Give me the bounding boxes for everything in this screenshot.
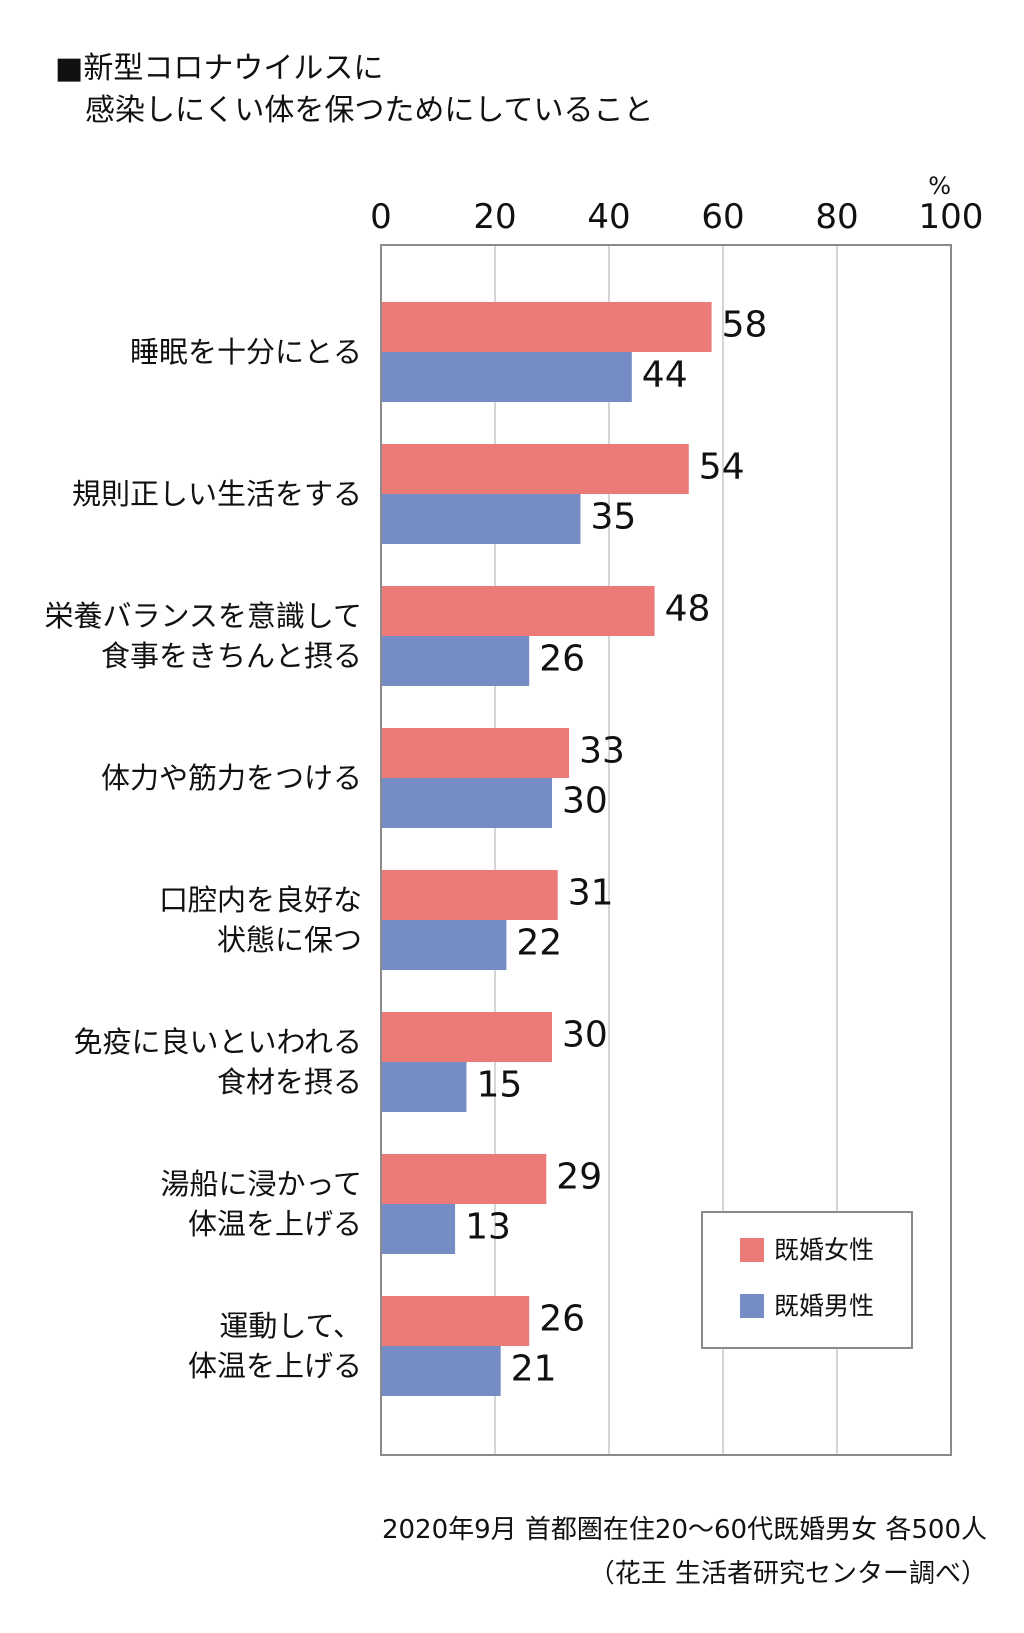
category-label-7-0: 運動して、 (219, 1309, 362, 1343)
data-label-women-2: 48 (665, 589, 711, 630)
bar-men-4 (381, 920, 507, 970)
legend-swatch-women (740, 1238, 764, 1262)
data-label-women-3: 33 (579, 731, 625, 772)
bar-men-1 (381, 494, 581, 544)
data-label-women-6: 29 (556, 1157, 602, 1198)
bar-women-6 (381, 1154, 547, 1204)
data-label-men-1: 35 (591, 497, 637, 538)
bar-women-0 (381, 302, 712, 352)
data-label-women-0: 58 (722, 305, 768, 346)
bar-women-2 (381, 586, 655, 636)
bar-women-3 (381, 728, 570, 778)
chart-footer: 2020年9月 首都圏在住20～60代既婚男女 各500人 （花王 生活者研究セ… (382, 1508, 987, 1596)
bar-women-7 (381, 1296, 530, 1346)
category-label-4-0: 口腔内を良好な (159, 883, 362, 917)
legend-label-women: 既婚女性 (774, 1236, 874, 1265)
category-label-2-1: 食事をきちんと摂る (101, 639, 362, 673)
data-label-women-1: 54 (699, 447, 745, 488)
bar-women-1 (381, 444, 689, 494)
legend-swatch-men (740, 1294, 764, 1318)
legend-label-men: 既婚男性 (774, 1292, 874, 1321)
chart-title: ■新型コロナウイルスに 感染しにくい体を保つためにしていること (55, 48, 654, 132)
footer-credit-line: （花王 生活者研究センター調べ） (588, 1559, 987, 1589)
category-label-0-0: 睡眠を十分にとる (130, 335, 362, 369)
bar-men-5 (381, 1062, 467, 1112)
x-tick-label-60: 60 (701, 197, 744, 237)
category-label-7-1: 体温を上げる (188, 1349, 362, 1383)
data-label-men-4: 22 (516, 923, 562, 964)
category-label-5-0: 免疫に良いといわれる (73, 1025, 362, 1059)
category-label-6-1: 体温を上げる (188, 1207, 362, 1241)
category-label-2-0: 栄養バランスを意識して (44, 599, 362, 633)
data-label-men-5: 15 (477, 1065, 523, 1106)
chart-title-line2: 感染しにくい体を保つためにしていること (85, 93, 654, 128)
legend-box (701, 1211, 913, 1349)
x-tick-label-80: 80 (815, 197, 858, 237)
data-label-men-6: 13 (465, 1207, 511, 1248)
bar-women-4 (381, 870, 558, 920)
x-tick-label-100: 100 (919, 197, 984, 237)
category-label-3-0: 体力や筋力をつける (101, 761, 362, 795)
bar-men-2 (381, 636, 530, 686)
data-label-women-7: 26 (539, 1299, 585, 1340)
x-tick-label-20: 20 (473, 197, 516, 237)
data-label-women-5: 30 (562, 1015, 608, 1056)
bar-men-3 (381, 778, 552, 828)
data-label-men-3: 30 (562, 781, 608, 822)
bar-chart: 0 20 40 60 80 100% 58 44 睡眠を十分にとる 54 35 規則正しい生活をする 4… (44, 172, 984, 1456)
x-tick-label-40: 40 (587, 197, 630, 237)
data-label-men-7: 21 (511, 1349, 557, 1390)
chart-title-line1: ■新型コロナウイルスに (55, 51, 384, 86)
bar-women-5 (381, 1012, 552, 1062)
bar-men-0 (381, 352, 632, 402)
data-label-men-2: 26 (539, 639, 585, 680)
category-label-4-1: 状態に保つ (217, 923, 362, 957)
data-label-men-0: 44 (642, 355, 688, 396)
plot-frame (380, 244, 952, 1456)
category-label-5-1: 食材を摂る (217, 1065, 362, 1099)
x-tick-label-0: 0 (370, 197, 392, 237)
footer-source-line: 2020年9月 首都圏在住20～60代既婚男女 各500人 (381, 1515, 987, 1545)
bar-men-7 (381, 1346, 501, 1396)
category-label-6-0: 湯船に浸かって (160, 1167, 362, 1201)
category-label-1-0: 規則正しい生活をする (72, 477, 362, 511)
bar-men-6 (381, 1204, 456, 1254)
x-axis-unit: % (928, 172, 951, 200)
data-label-women-4: 31 (568, 873, 614, 914)
